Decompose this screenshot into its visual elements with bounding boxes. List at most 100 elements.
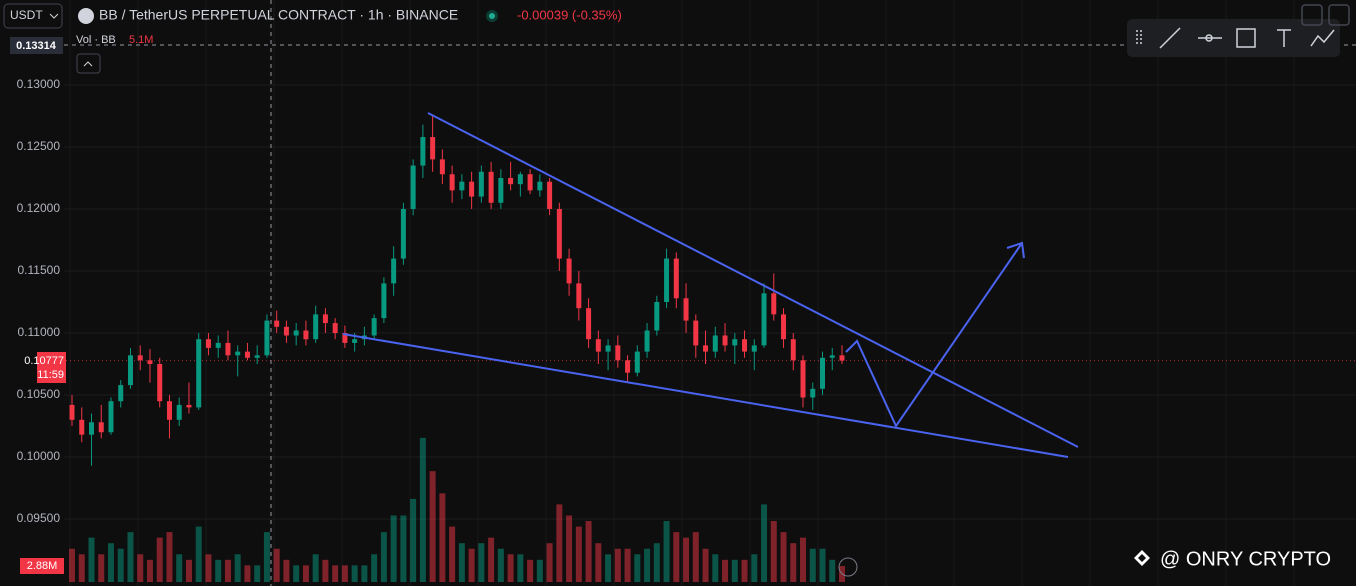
volume-bar <box>185 559 192 582</box>
volume-bar <box>517 554 524 582</box>
current-price: 0.10777 <box>24 355 64 367</box>
volume-bar <box>595 543 602 582</box>
candle-body <box>537 181 543 191</box>
download-button[interactable] <box>1301 4 1323 26</box>
candle-body <box>147 360 153 365</box>
volume-bar <box>156 537 163 582</box>
quote: USDT <box>10 8 43 22</box>
volume-title: Vol · BB <box>76 34 116 46</box>
volume-bar <box>166 532 173 582</box>
collapse-icon <box>83 61 93 67</box>
candle-body <box>118 385 124 402</box>
candle-body <box>478 171 484 197</box>
candle-body <box>381 283 387 319</box>
volume-bar <box>761 504 768 582</box>
candle-body <box>79 419 85 435</box>
dropdown-icon <box>49 13 59 19</box>
collapse-button[interactable] <box>76 53 101 74</box>
volume-bar <box>419 437 426 582</box>
replay-icon[interactable] <box>838 557 858 577</box>
candle-body <box>712 335 718 352</box>
horizontal-ray-tool[interactable] <box>1198 34 1222 42</box>
drag-handle[interactable] <box>1136 30 1142 46</box>
candle-body <box>790 339 796 361</box>
y-tick-label: 0.10500 <box>17 387 61 401</box>
volume-bar <box>137 554 144 582</box>
candle-body <box>303 330 309 340</box>
current-price-box <box>37 352 66 383</box>
candle-body <box>166 401 172 420</box>
volume-bar <box>468 548 475 582</box>
volume-bar <box>546 543 553 582</box>
volume-bar <box>712 554 719 582</box>
volume-bar <box>790 543 797 582</box>
upper-trendline <box>427 112 1079 448</box>
candle-body <box>732 339 738 346</box>
candle-body <box>605 345 611 352</box>
candle-body <box>810 388 816 398</box>
candle-body <box>742 339 748 352</box>
volume-bar <box>361 565 368 582</box>
volume-bar <box>556 504 563 582</box>
candle-body <box>322 314 328 324</box>
candle-body <box>469 181 475 197</box>
volume-bar <box>731 559 738 582</box>
volume-bar <box>98 554 105 582</box>
candle-body <box>108 401 114 433</box>
volume-bar <box>439 493 446 582</box>
volume-bar <box>205 554 212 582</box>
candle-body <box>644 330 650 352</box>
candle-body <box>342 332 348 343</box>
volume-bar <box>536 559 543 582</box>
volume-bar <box>254 565 261 582</box>
symbol-icon <box>78 8 94 24</box>
candle-body <box>586 308 592 340</box>
y-tick-label: 0.13000 <box>17 77 61 91</box>
y-tick-label: 0.10000 <box>17 449 61 463</box>
volume-bar <box>770 521 777 582</box>
volume-bar <box>312 554 319 582</box>
current-volume: 2.88M <box>27 560 58 572</box>
volume-bar <box>332 565 339 582</box>
rectangle-tool[interactable] <box>1236 28 1256 48</box>
text-tool[interactable] <box>1277 29 1291 47</box>
candle-body <box>137 355 143 361</box>
volume-bar <box>702 548 709 582</box>
crosshair-price-box <box>10 37 63 54</box>
candle-body <box>761 293 767 346</box>
candle-body <box>127 355 133 386</box>
volume-bar <box>644 548 651 582</box>
candle-body <box>634 351 640 373</box>
volume-bar <box>351 565 358 582</box>
path-tool[interactable] <box>1310 29 1335 47</box>
y-tick-label: 0.11000 <box>18 325 61 339</box>
candle-body <box>664 258 670 302</box>
chart-title: BB / TetherUS PERPETUAL CONTRACT · 1h · … <box>99 7 458 23</box>
trendline-tool[interactable] <box>1159 27 1181 49</box>
volume-bar <box>244 565 251 582</box>
candle-body <box>527 174 533 191</box>
quote-selector[interactable] <box>3 3 63 29</box>
candle-body <box>244 351 250 358</box>
candle-body <box>69 404 75 420</box>
volume-bar <box>215 559 222 582</box>
volume-bar <box>107 543 114 582</box>
candle-body <box>400 208 406 259</box>
volume-bar <box>117 548 124 582</box>
candle-body <box>800 360 806 398</box>
candle-body <box>508 177 514 185</box>
candle-body <box>371 318 377 336</box>
volume-bar <box>575 526 582 582</box>
candle-body <box>654 301 660 331</box>
y-tick-label: 0.11500 <box>18 263 61 277</box>
volume-bar <box>127 532 134 582</box>
candle-body <box>820 357 826 389</box>
y-tick-label: 0.12500 <box>17 139 61 153</box>
candle-body <box>576 283 582 309</box>
refresh-button[interactable] <box>1328 4 1350 26</box>
candle-body <box>625 360 631 373</box>
marks-layer <box>69 115 845 582</box>
drawings <box>342 112 1079 458</box>
volume-bar <box>751 554 758 582</box>
